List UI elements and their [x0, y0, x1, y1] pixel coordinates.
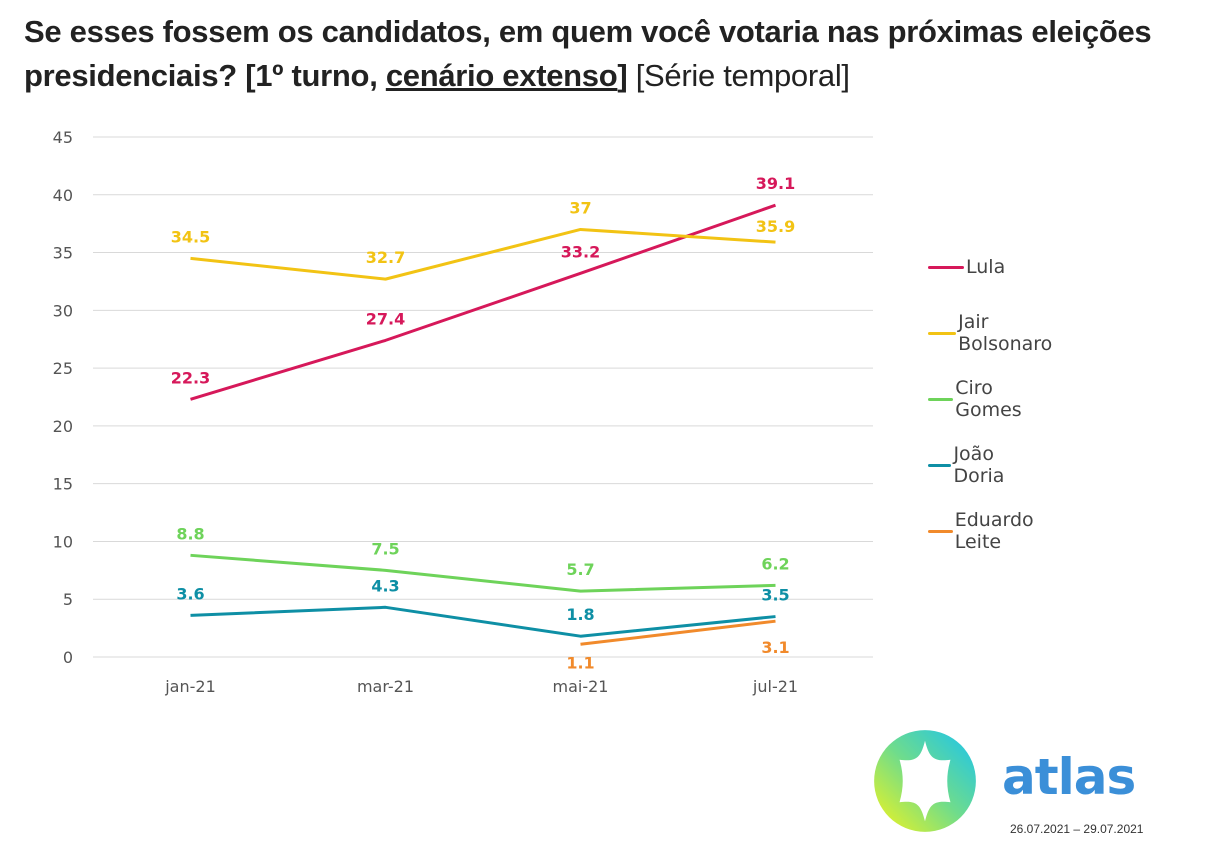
data-label: 4.3	[371, 576, 399, 595]
title-bracket: ]	[617, 58, 628, 93]
y-tick-label: 15	[53, 475, 73, 494]
legend-swatch	[928, 397, 954, 401]
legend-label: Lula	[966, 256, 1006, 278]
y-tick-label: 5	[63, 590, 73, 609]
data-label: 32.7	[366, 248, 405, 267]
data-label: 8.8	[176, 524, 204, 543]
y-tick-label: 45	[53, 128, 73, 147]
brand-name: atlas	[1002, 748, 1136, 806]
data-label: 34.5	[171, 227, 210, 246]
title-scenario: cenário extenso	[385, 58, 618, 93]
data-labels: 22.3 27.4 33.2 39.1 34.5 32.7 37 35.9 8.8 7.5 5.7 6…	[171, 174, 795, 672]
data-label: 33.2	[561, 242, 600, 261]
data-label: 35.9	[756, 217, 795, 236]
series-lines	[190, 203, 776, 646]
title-series-note: [Série temporal]	[627, 58, 850, 93]
survey-dates: 26.07.2021 – 29.07.2021	[1010, 822, 1144, 836]
title-question: Se esses fossem os candidatos, em quem v…	[24, 14, 1152, 93]
legend-item: Jair Bolsonaro	[928, 311, 1060, 355]
legend-item: Ciro Gomes	[928, 377, 1032, 421]
legend-item: Lula	[928, 252, 1005, 282]
x-axis-ticks: jan-21 mar-21 mai-21 jul-21	[164, 677, 798, 696]
x-tick-label: jan-21	[164, 677, 216, 696]
legend-swatch	[928, 463, 952, 467]
data-label: 3.6	[176, 584, 204, 603]
data-label: 22.3	[171, 368, 210, 387]
data-label: 1.1	[566, 653, 594, 672]
y-tick-label: 35	[53, 244, 73, 263]
legend-label: Eduardo Leite	[954, 509, 1034, 553]
legend-swatch	[928, 529, 953, 533]
series-line-jair-bolsonaro	[190, 227, 776, 281]
data-label: 5.7	[566, 560, 594, 579]
series-line-eduardo-leite	[580, 619, 776, 646]
legend-label: Ciro Gomes	[955, 377, 1022, 421]
series-line-jo-o-doria	[190, 605, 776, 638]
legend-label: João Doria	[953, 443, 1005, 487]
y-tick-label: 25	[53, 359, 73, 378]
data-label: 6.2	[761, 554, 789, 573]
atlas-logo-icon	[874, 730, 976, 832]
legend-swatch	[928, 331, 957, 335]
x-tick-label: jul-21	[752, 677, 798, 696]
data-label: 3.5	[761, 586, 789, 605]
chart-title: Se esses fossem os candidatos, em quem v…	[24, 10, 1224, 98]
y-tick-label: 0	[63, 648, 73, 667]
x-tick-label: mar-21	[357, 677, 414, 696]
x-tick-label: mai-21	[553, 677, 609, 696]
y-axis-ticks: 0 5 10 15 20 25 30 35 40 45	[53, 128, 73, 667]
y-tick-label: 30	[53, 301, 73, 320]
series-line-ciro-gomes	[190, 553, 776, 593]
legend-swatch	[928, 265, 964, 269]
series-line-lula	[190, 203, 776, 401]
data-label: 1.8	[566, 605, 594, 624]
data-label: 27.4	[366, 309, 405, 328]
legend-item: João Doria	[928, 443, 1017, 487]
legend-label: Jair Bolsonaro	[958, 311, 1053, 355]
data-label: 3.1	[761, 638, 789, 657]
legend-item: Eduardo Leite	[928, 509, 1045, 553]
data-label: 39.1	[756, 174, 795, 193]
data-label: 7.5	[371, 539, 399, 558]
y-tick-label: 10	[53, 532, 73, 551]
y-tick-label: 40	[53, 186, 73, 205]
y-tick-label: 20	[53, 417, 73, 436]
gridlines	[93, 136, 873, 658]
data-label: 37	[569, 198, 591, 217]
